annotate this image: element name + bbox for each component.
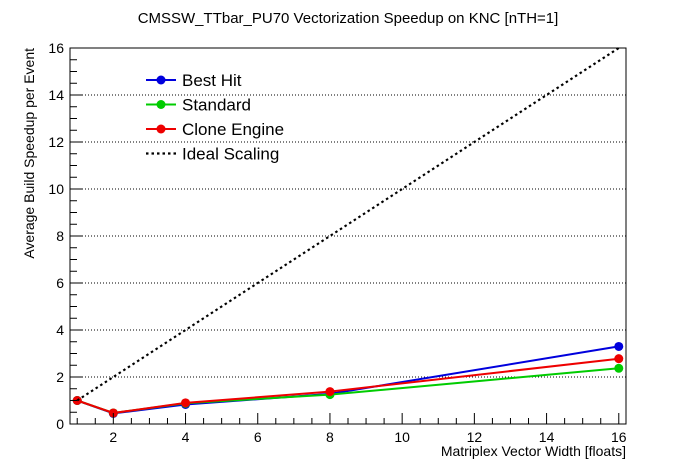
series-layer (72, 47, 624, 418)
x-tick-label: 12 (467, 429, 483, 445)
data-point-clone-engine (181, 398, 191, 408)
x-tick-label: 16 (611, 429, 627, 445)
y-tick-label: 2 (56, 369, 64, 385)
data-point-clone-engine (325, 387, 335, 397)
data-point-best-hit (614, 341, 624, 351)
x-tick-label: 8 (326, 429, 334, 445)
x-tick-label: 4 (182, 429, 190, 445)
x-tick-label: 10 (394, 429, 410, 445)
data-point-standard (614, 363, 624, 373)
y-tick-label: 4 (56, 322, 64, 338)
y-tick-label: 14 (48, 87, 64, 103)
y-tick-label: 0 (56, 416, 64, 432)
chart-title: CMSSW_TTbar_PU70 Vectorization Speedup o… (138, 10, 559, 27)
legend-marker-standard (156, 100, 166, 109)
legend-label-ideal-scaling: Ideal Scaling (182, 145, 279, 164)
y-tick-label: 6 (56, 275, 64, 291)
axes: 0 2 4 6 8 10 12 14 16 2 4 6 8 10 12 14 16 (48, 40, 626, 445)
legend: Best Hit Standard Clone Engine Ideal Scalin… (146, 71, 284, 164)
y-tick-label: 8 (56, 228, 64, 244)
legend-label-standard: Standard (182, 96, 251, 115)
x-tick-label: 14 (539, 429, 555, 445)
legend-marker-clone-engine (156, 124, 166, 134)
y-tick-label: 16 (48, 40, 64, 56)
legend-marker-best-hit (156, 75, 166, 85)
legend-label-clone-engine: Clone Engine (182, 120, 284, 139)
legend-label-best-hit: Best Hit (182, 71, 242, 90)
data-point-clone-engine (614, 354, 624, 364)
x-tick-label: 2 (109, 429, 117, 445)
data-point-clone-engine (108, 408, 118, 418)
x-axis-label: Matriplex Vector Width [floats] (441, 443, 626, 459)
y-tick-label: 10 (48, 181, 64, 197)
x-tick-label: 6 (254, 429, 262, 445)
y-axis-label: Average Build Speedup per Event (21, 48, 37, 259)
y-tick-label: 12 (48, 134, 64, 150)
